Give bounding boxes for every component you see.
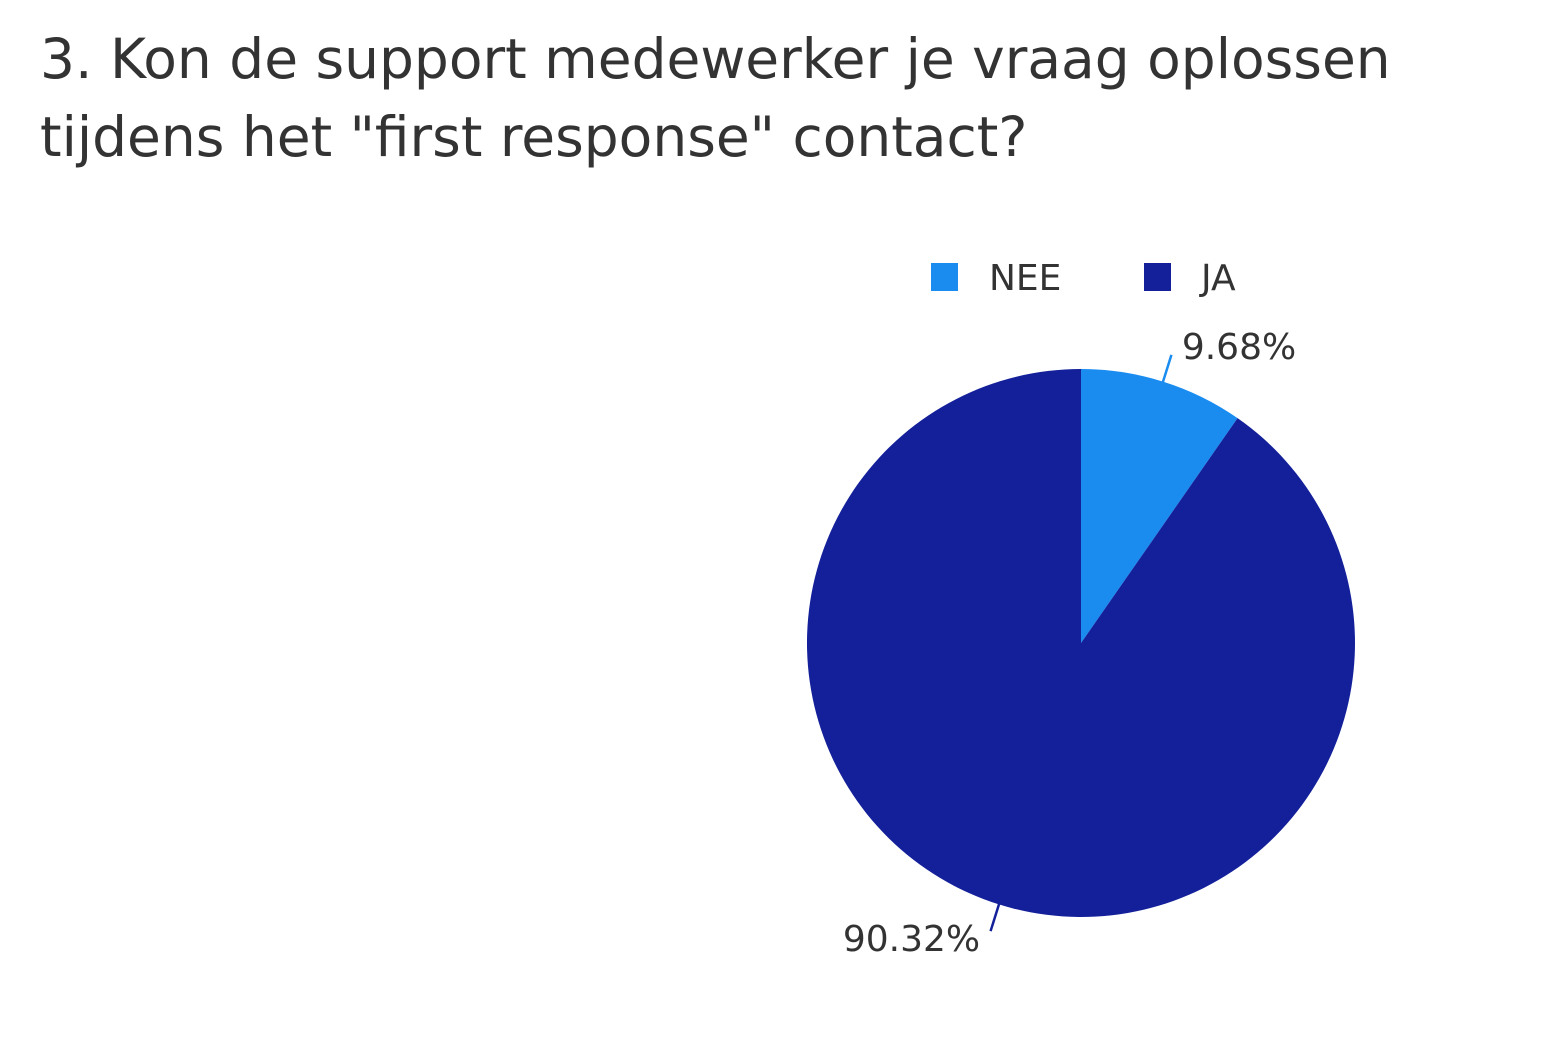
leader-line-ja	[989, 902, 1001, 932]
question-title: 3. Kon de support medewerker je vraag op…	[40, 27, 1391, 169]
pie-slices	[806, 368, 1355, 918]
data-labels: 9.68% 90.32%	[843, 327, 1296, 960]
data-label-nee: 9.68%	[1182, 327, 1296, 368]
legend-swatch-nee	[931, 263, 958, 291]
legend-label-nee: NEE	[989, 258, 1061, 299]
pie-slice-ja	[806, 368, 1355, 918]
leader-lines	[989, 354, 1173, 932]
legend-swatch-ja	[1144, 263, 1171, 291]
data-label-ja: 90.32%	[843, 919, 980, 960]
chart-legend: NEE JA	[931, 258, 1236, 299]
pie-slice-nee	[1081, 369, 1238, 643]
legend-label-ja: JA	[1199, 258, 1236, 299]
leader-line-nee	[1161, 354, 1173, 384]
